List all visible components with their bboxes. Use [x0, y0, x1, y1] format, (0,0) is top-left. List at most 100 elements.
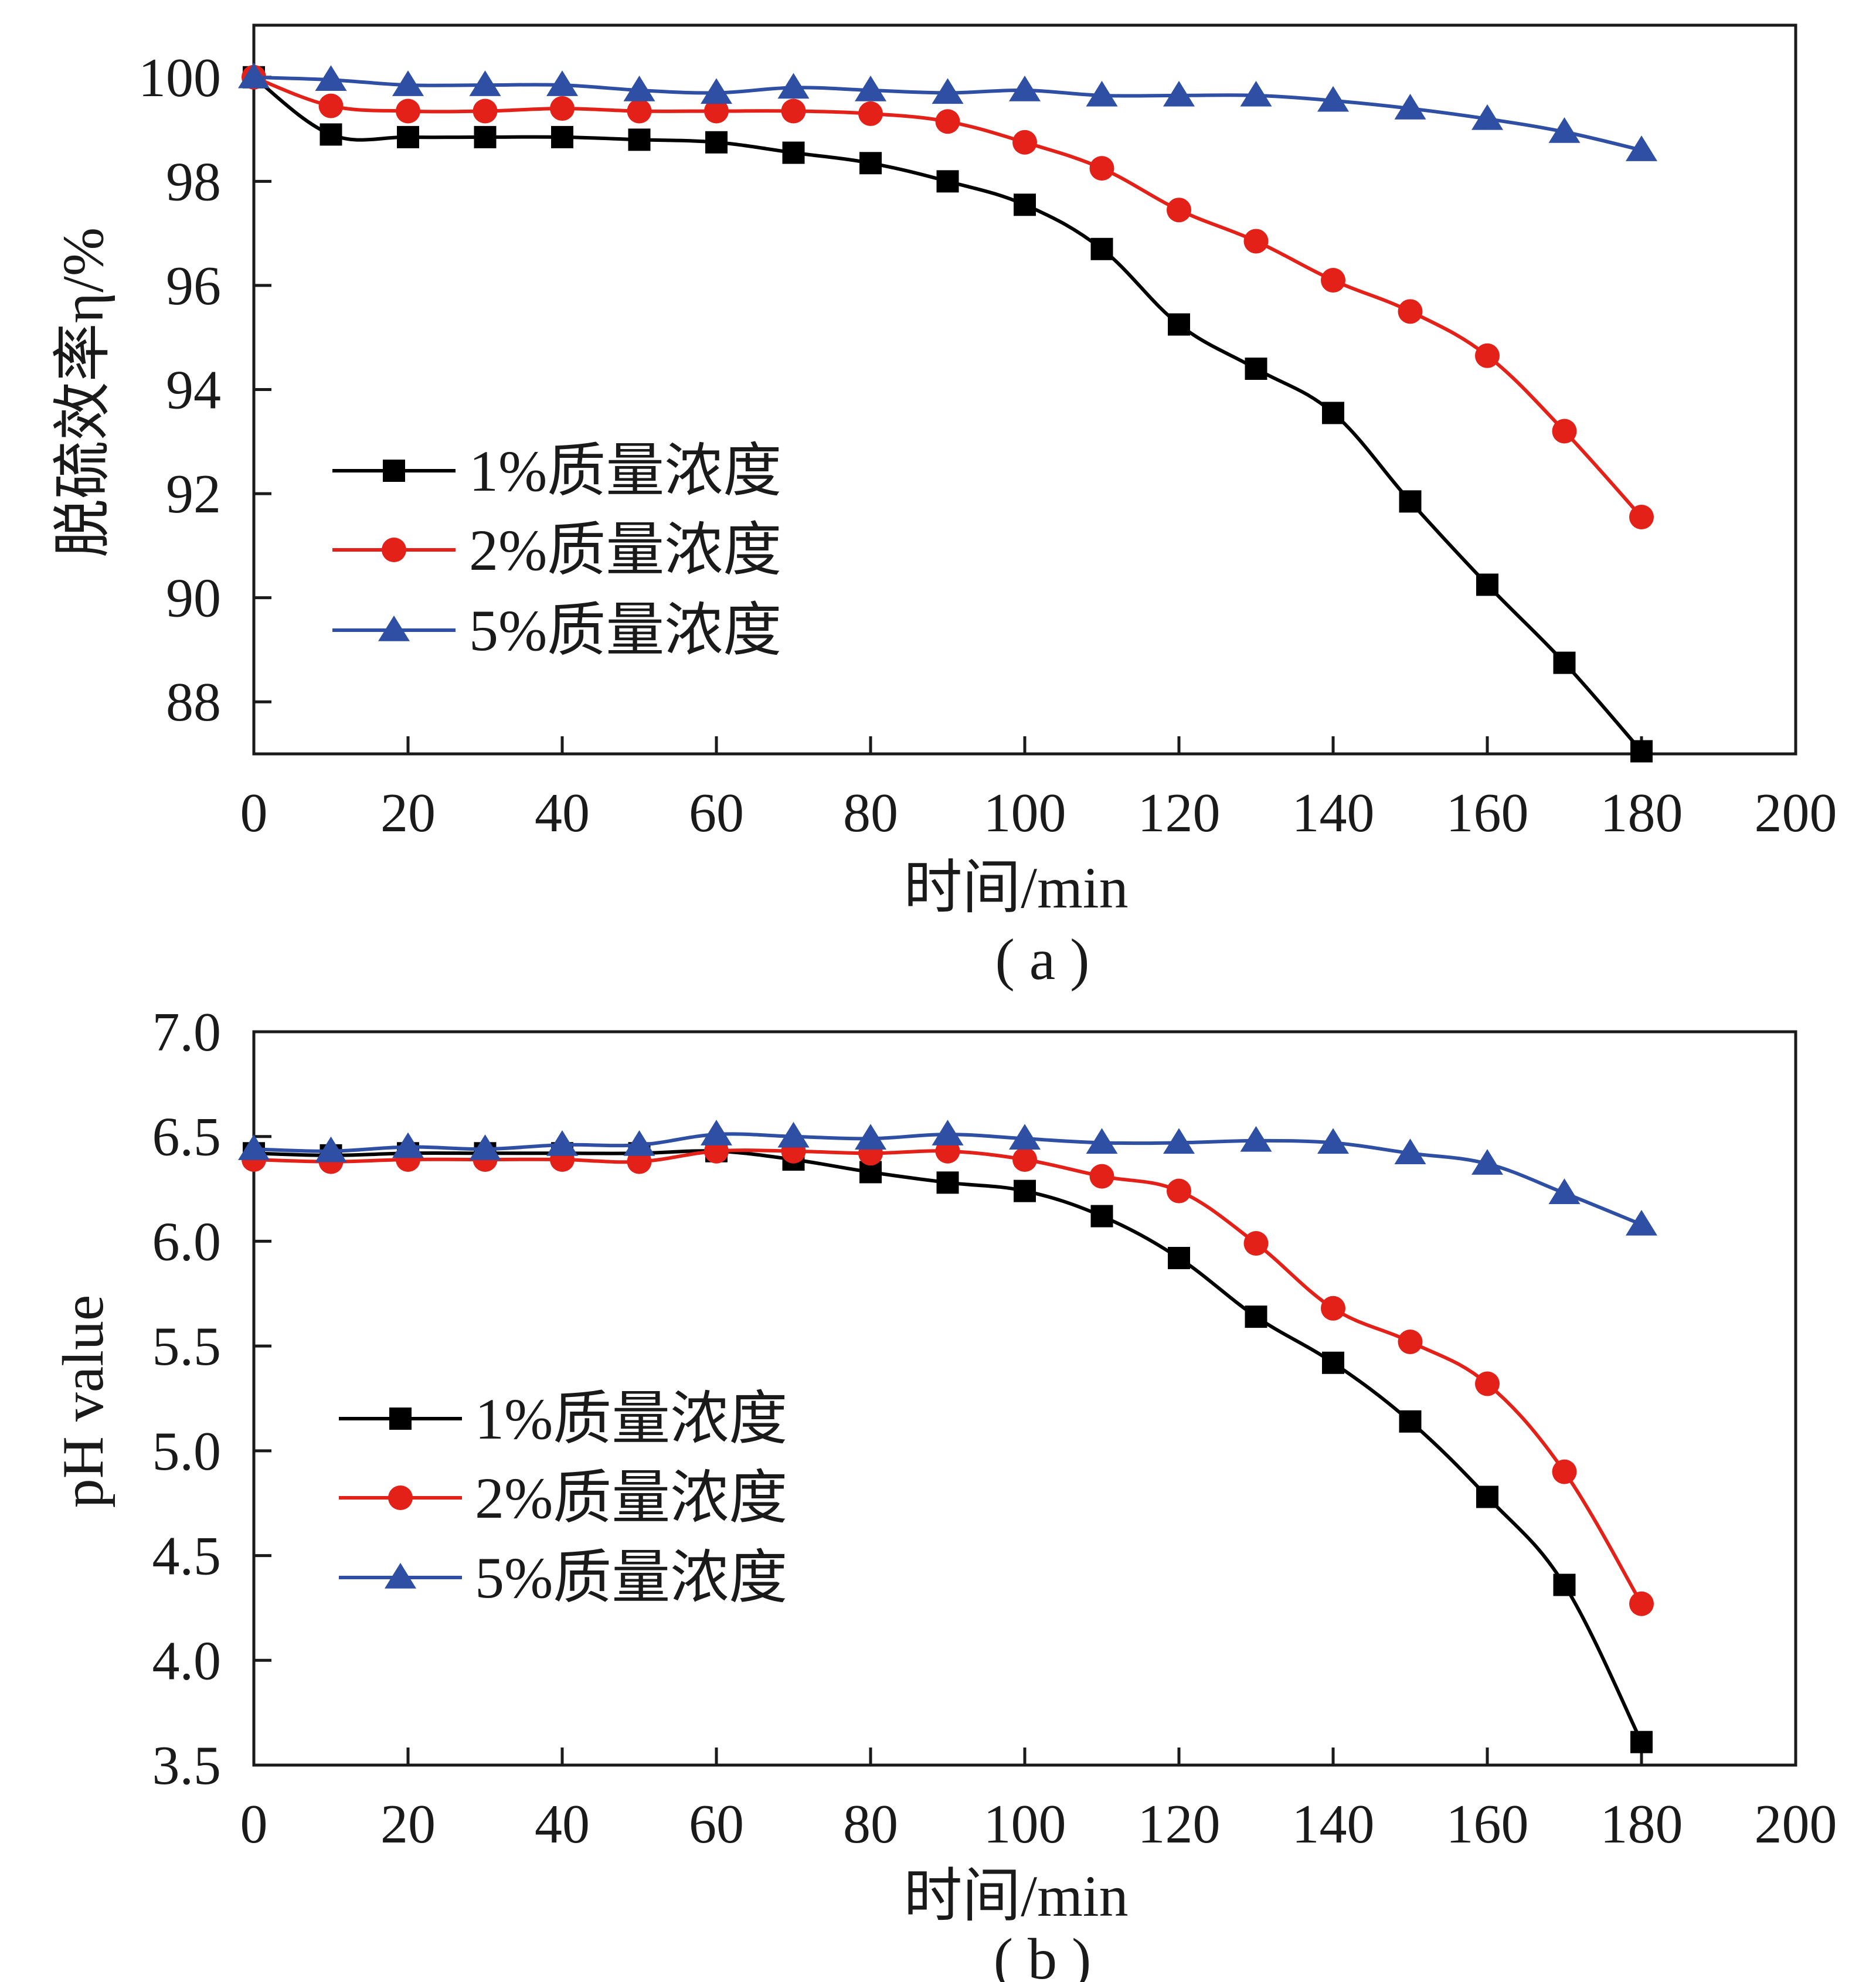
data-point — [1090, 237, 1113, 260]
data-point — [705, 131, 728, 154]
legend-entry: 1%质量浓度 — [339, 1386, 787, 1451]
data-point — [855, 1124, 886, 1150]
data-point — [1009, 75, 1041, 101]
y-tick-label: 100 — [138, 47, 221, 108]
data-point — [1626, 135, 1657, 161]
data-point — [469, 1134, 501, 1160]
y-tick-label: 5.5 — [152, 1316, 222, 1377]
legend-label: 5%质量浓度 — [469, 598, 781, 663]
legend-entry: 1%质量浓度 — [332, 438, 781, 504]
data-point — [1009, 1124, 1041, 1150]
data-point — [777, 1121, 810, 1148]
legend-marker — [389, 1408, 412, 1430]
data-point — [1629, 1591, 1654, 1616]
data-point — [315, 1136, 347, 1162]
series-3 — [238, 62, 1657, 161]
x-tick-label: 160 — [1446, 1794, 1529, 1855]
data-point — [1014, 193, 1036, 216]
data-point — [935, 109, 960, 134]
data-point — [1471, 104, 1503, 130]
data-point — [392, 1132, 424, 1158]
legend-marker — [378, 616, 410, 641]
y-tick-label: 96 — [166, 256, 221, 317]
data-point — [936, 1171, 959, 1194]
x-tick-label: 100 — [984, 783, 1066, 844]
data-point — [782, 141, 805, 164]
data-point — [396, 98, 420, 124]
data-point — [1089, 156, 1114, 181]
x-tick-label: 200 — [1755, 783, 1837, 844]
data-point — [1086, 1128, 1118, 1154]
series-2 — [242, 1138, 1654, 1616]
y-tick-label: 4.0 — [152, 1630, 222, 1691]
data-point — [701, 78, 732, 104]
series-3 — [238, 1120, 1657, 1236]
data-point — [315, 65, 347, 91]
data-point — [1240, 1126, 1272, 1152]
x-tick-label: 160 — [1446, 783, 1529, 844]
y-tick-label: 98 — [166, 151, 221, 212]
data-point — [1553, 651, 1576, 674]
data-point — [1476, 1485, 1498, 1508]
data-point — [1626, 1209, 1657, 1236]
data-point — [1629, 505, 1654, 530]
data-point — [1317, 1128, 1349, 1154]
data-point — [1012, 1147, 1037, 1172]
y-tick-label: 6.0 — [152, 1211, 222, 1272]
legend-marker — [385, 1563, 416, 1589]
data-point — [1548, 117, 1581, 143]
data-point — [1399, 490, 1422, 513]
y-tick-label: 88 — [166, 672, 221, 733]
legend-marker — [382, 538, 406, 562]
x-tick-label: 180 — [1600, 1794, 1683, 1855]
data-point — [1321, 1296, 1345, 1321]
data-point — [1086, 80, 1118, 107]
y-tick-label: 4.5 — [152, 1526, 222, 1587]
x-tick-label: 20 — [380, 783, 436, 844]
series-2 — [242, 64, 1654, 530]
x-tick-label: 180 — [1600, 783, 1683, 844]
data-point — [392, 70, 424, 96]
data-point — [1163, 1128, 1195, 1154]
data-point — [1475, 343, 1500, 368]
data-point — [1553, 1573, 1576, 1596]
legend-entry: 5%质量浓度 — [332, 598, 781, 663]
data-point — [1398, 299, 1423, 324]
data-point — [1399, 1410, 1422, 1433]
data-point — [1168, 1247, 1190, 1270]
chart-panel-a: 0 20 40 60 80 100 120 140 160 180 200 88 90 92 94 96 98 1… — [50, 23, 1837, 992]
data-point — [858, 101, 883, 126]
data-point — [1243, 229, 1269, 254]
data-point — [1552, 1459, 1577, 1484]
data-point — [1167, 198, 1191, 223]
data-point — [320, 123, 342, 146]
panel-label: ( a ) — [995, 927, 1090, 992]
x-tick-label: 0 — [240, 1794, 268, 1855]
legend-marker — [388, 1485, 413, 1510]
x-tick-label: 200 — [1755, 1794, 1837, 1855]
panel-label: ( b ) — [994, 1926, 1092, 1982]
y-tick-label: 90 — [166, 568, 221, 629]
data-point — [1630, 740, 1653, 763]
x-tick-label: 140 — [1292, 1794, 1375, 1855]
x-axis-title: 时间/min — [903, 1864, 1128, 1929]
legend-entry: 2%质量浓度 — [339, 1466, 787, 1531]
data-point — [1548, 1178, 1581, 1204]
data-point — [1471, 1149, 1503, 1175]
data-point — [859, 152, 882, 175]
series-line — [252, 75, 1643, 519]
data-point — [1090, 1205, 1113, 1228]
data-point — [1014, 1179, 1036, 1202]
y-tick-label: 94 — [166, 360, 221, 421]
y-tick-label: 92 — [166, 464, 221, 525]
data-point — [623, 75, 655, 101]
data-point — [1012, 130, 1037, 155]
data-point — [1089, 1164, 1114, 1189]
y-tick-label: 7.0 — [152, 1002, 222, 1063]
x-tick-label: 40 — [535, 783, 590, 844]
data-point — [628, 128, 651, 151]
data-point — [627, 98, 652, 124]
y-axis-title: 脱硫效率η/% — [50, 227, 115, 557]
data-point — [701, 1120, 732, 1145]
